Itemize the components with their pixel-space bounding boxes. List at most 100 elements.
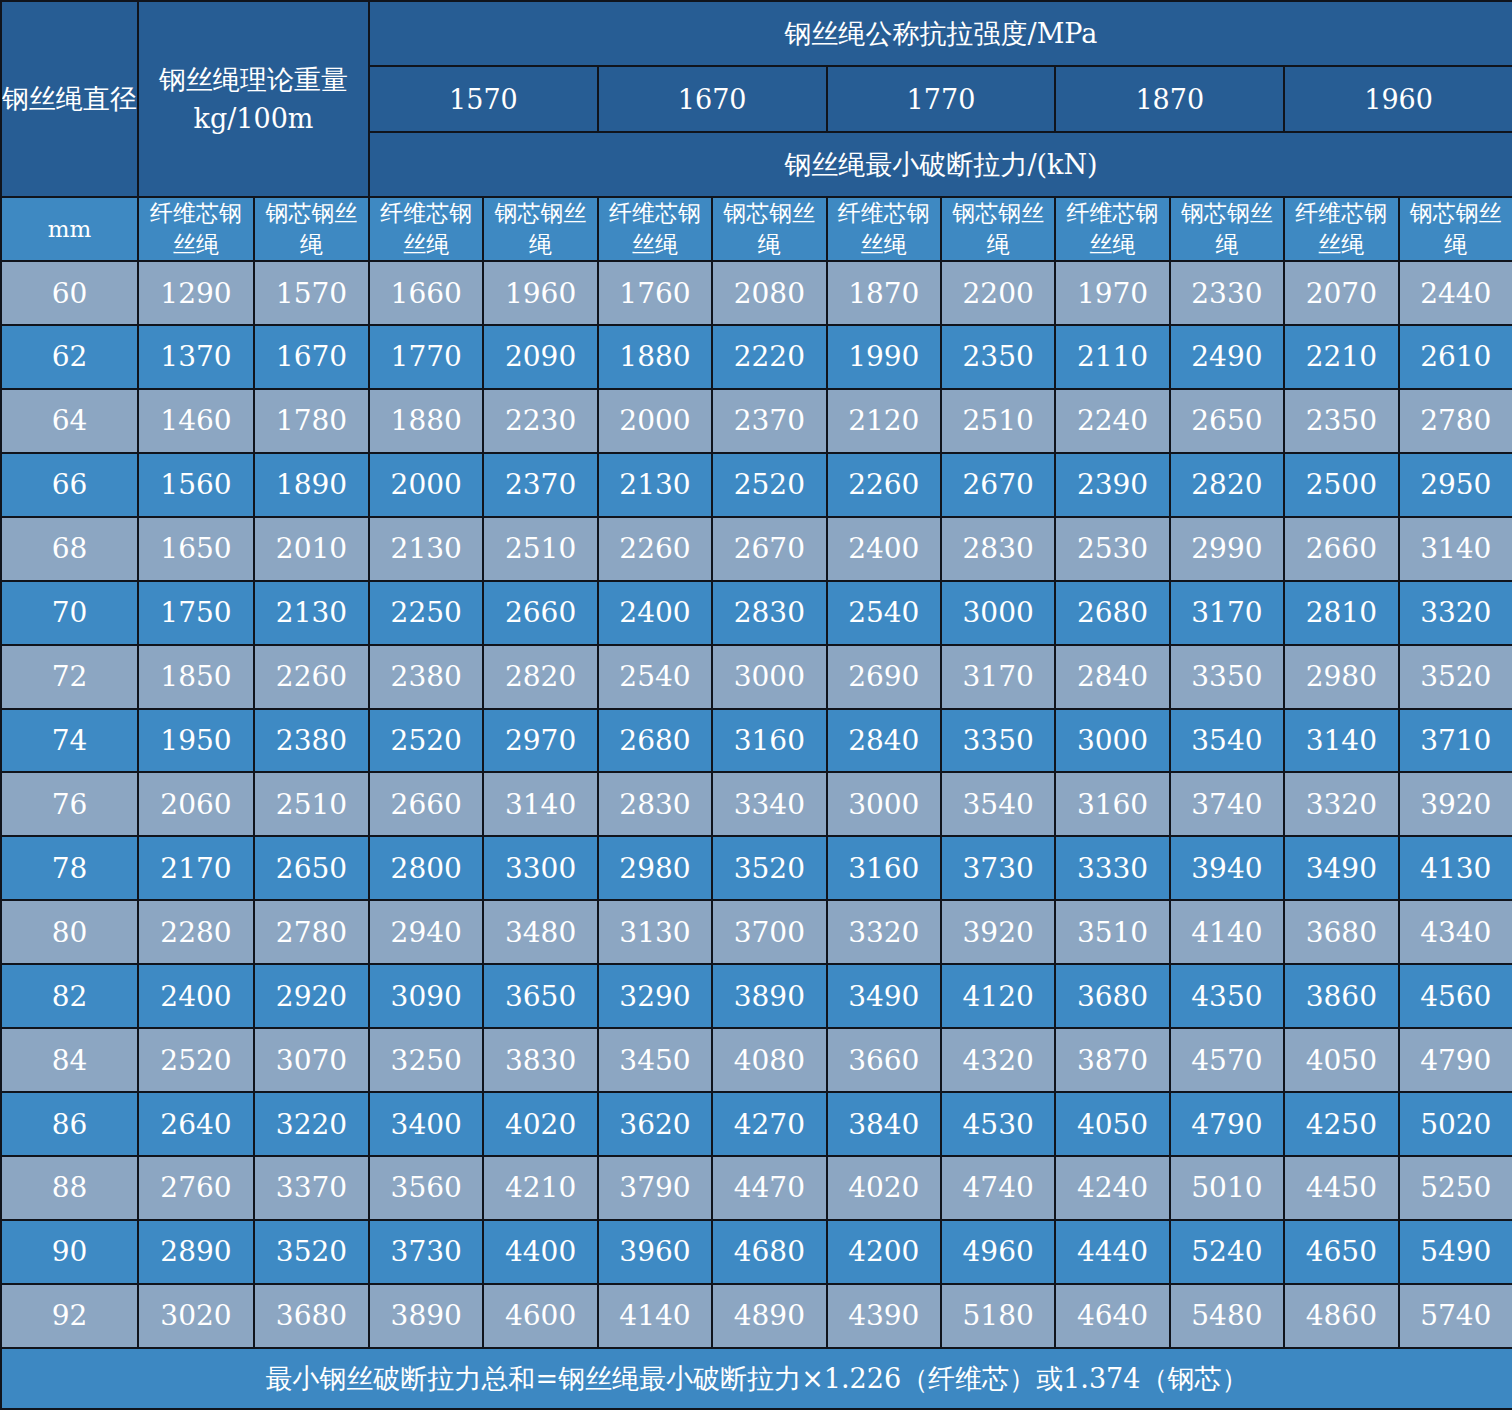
value-cell: 3730 <box>369 1220 483 1284</box>
value-cell: 4790 <box>1399 1028 1512 1092</box>
value-cell: 1560 <box>138 453 254 517</box>
table-row: 7620602510266031402830334030003540316037… <box>1 772 1512 836</box>
value-cell: 2660 <box>369 772 483 836</box>
value-cell: 5010 <box>1170 1156 1284 1220</box>
value-cell: 1970 <box>1055 261 1169 325</box>
value-cell: 2680 <box>598 709 712 773</box>
diameter-cell: 80 <box>1 900 138 964</box>
value-cell: 3070 <box>254 1028 369 1092</box>
value-cell: 2830 <box>941 517 1055 581</box>
value-cell: 3860 <box>1284 964 1398 1028</box>
value-cell: 2840 <box>1055 645 1169 709</box>
diameter-header-cell: 钢丝绳直径 <box>1 1 138 197</box>
fiber-core-header-cell: 纤维芯钢丝绳 <box>827 197 941 261</box>
value-cell: 4050 <box>1055 1092 1169 1156</box>
strength-grade-cell: 1770 <box>827 66 1056 132</box>
value-cell: 1890 <box>254 453 369 517</box>
value-cell: 4960 <box>941 1220 1055 1284</box>
strength-grade-cell: 1960 <box>1284 66 1512 132</box>
value-cell: 2120 <box>827 389 941 453</box>
value-cell: 4470 <box>712 1156 826 1220</box>
value-cell: 1880 <box>598 325 712 389</box>
value-cell: 3540 <box>1170 709 1284 773</box>
value-cell: 2970 <box>483 709 597 773</box>
value-cell: 3160 <box>712 709 826 773</box>
value-cell: 2840 <box>827 709 941 773</box>
diameter-cell: 62 <box>1 325 138 389</box>
value-cell: 2890 <box>138 1220 254 1284</box>
table-row: 7821702650280033002980352031603730333039… <box>1 836 1512 900</box>
steel-core-header-cell: 钢芯钢丝绳 <box>483 197 597 261</box>
value-cell: 2980 <box>1284 645 1398 709</box>
table-row: 8022802780294034803130370033203920351041… <box>1 900 1512 964</box>
fiber-core-header-cell: 纤维芯钢丝绳 <box>138 197 254 261</box>
value-cell: 4080 <box>712 1028 826 1092</box>
steel-core-header-cell: 钢芯钢丝绳 <box>1170 197 1284 261</box>
value-cell: 4270 <box>712 1092 826 1156</box>
value-cell: 3490 <box>1284 836 1398 900</box>
value-cell: 1850 <box>138 645 254 709</box>
diameter-cell: 92 <box>1 1284 138 1348</box>
value-cell: 2660 <box>483 581 597 645</box>
value-cell: 2130 <box>369 517 483 581</box>
value-cell: 4560 <box>1399 964 1512 1028</box>
table-row: 6816502010213025102260267024002830253029… <box>1 517 1512 581</box>
header-band-row-1: 钢丝绳直径 钢丝绳理论重量 kg/100m 钢丝绳公称抗拉强度/MPa <box>1 1 1512 66</box>
diameter-cell: 60 <box>1 261 138 325</box>
value-cell: 3490 <box>827 964 941 1028</box>
footer-note-cell: 最小钢丝破断拉力总和=钢丝绳最小破断拉力×1.226（纤维芯）或1.374（钢芯… <box>1 1348 1512 1409</box>
value-cell: 3920 <box>941 900 1055 964</box>
value-cell: 2350 <box>1284 389 1398 453</box>
value-cell: 1760 <box>598 261 712 325</box>
value-cell: 4020 <box>827 1156 941 1220</box>
value-cell: 3830 <box>483 1028 597 1092</box>
value-cell: 4140 <box>598 1284 712 1348</box>
value-cell: 3790 <box>598 1156 712 1220</box>
value-cell: 2510 <box>254 772 369 836</box>
diameter-cell: 70 <box>1 581 138 645</box>
value-cell: 2680 <box>1055 581 1169 645</box>
value-cell: 3020 <box>138 1284 254 1348</box>
diameter-unit-cell: mm <box>1 197 138 261</box>
value-cell: 1660 <box>369 261 483 325</box>
value-cell: 2500 <box>1284 453 1398 517</box>
value-cell: 3220 <box>254 1092 369 1156</box>
value-cell: 5180 <box>941 1284 1055 1348</box>
value-cell: 3680 <box>254 1284 369 1348</box>
value-cell: 2530 <box>1055 517 1169 581</box>
value-cell: 2760 <box>138 1156 254 1220</box>
fiber-core-header-cell: 纤维芯钢丝绳 <box>598 197 712 261</box>
diameter-cell: 76 <box>1 772 138 836</box>
diameter-cell: 78 <box>1 836 138 900</box>
diameter-cell: 64 <box>1 389 138 453</box>
value-cell: 2200 <box>941 261 1055 325</box>
value-cell: 3540 <box>941 772 1055 836</box>
weight-header-line2: kg/100m <box>139 99 368 138</box>
value-cell: 3160 <box>1055 772 1169 836</box>
value-cell: 2520 <box>138 1028 254 1092</box>
table-row: 8626403220340040203620427038404530405047… <box>1 1092 1512 1156</box>
value-cell: 4570 <box>1170 1028 1284 1092</box>
value-cell: 4860 <box>1284 1284 1398 1348</box>
value-cell: 4250 <box>1284 1092 1398 1156</box>
value-cell: 2990 <box>1170 517 1284 581</box>
value-cell: 4740 <box>941 1156 1055 1220</box>
table-row: 8425203070325038303450408036604320387045… <box>1 1028 1512 1092</box>
table-row: 7017502130225026602400283025403000268031… <box>1 581 1512 645</box>
value-cell: 2000 <box>369 453 483 517</box>
value-cell: 3520 <box>712 836 826 900</box>
value-cell: 2820 <box>1170 453 1284 517</box>
value-cell: 3290 <box>598 964 712 1028</box>
table-header: 钢丝绳直径 钢丝绳理论重量 kg/100m 钢丝绳公称抗拉强度/MPa 1570… <box>1 1 1512 261</box>
diameter-cell: 82 <box>1 964 138 1028</box>
value-cell: 3140 <box>483 772 597 836</box>
value-cell: 4140 <box>1170 900 1284 964</box>
value-cell: 2940 <box>369 900 483 964</box>
steel-core-header-cell: 钢芯钢丝绳 <box>712 197 826 261</box>
table-row: 7218502260238028202540300026903170284033… <box>1 645 1512 709</box>
diameter-cell: 68 <box>1 517 138 581</box>
value-cell: 2830 <box>598 772 712 836</box>
value-cell: 1960 <box>483 261 597 325</box>
value-cell: 2660 <box>1284 517 1398 581</box>
table-row: 9028903520373044003960468042004960444052… <box>1 1220 1512 1284</box>
